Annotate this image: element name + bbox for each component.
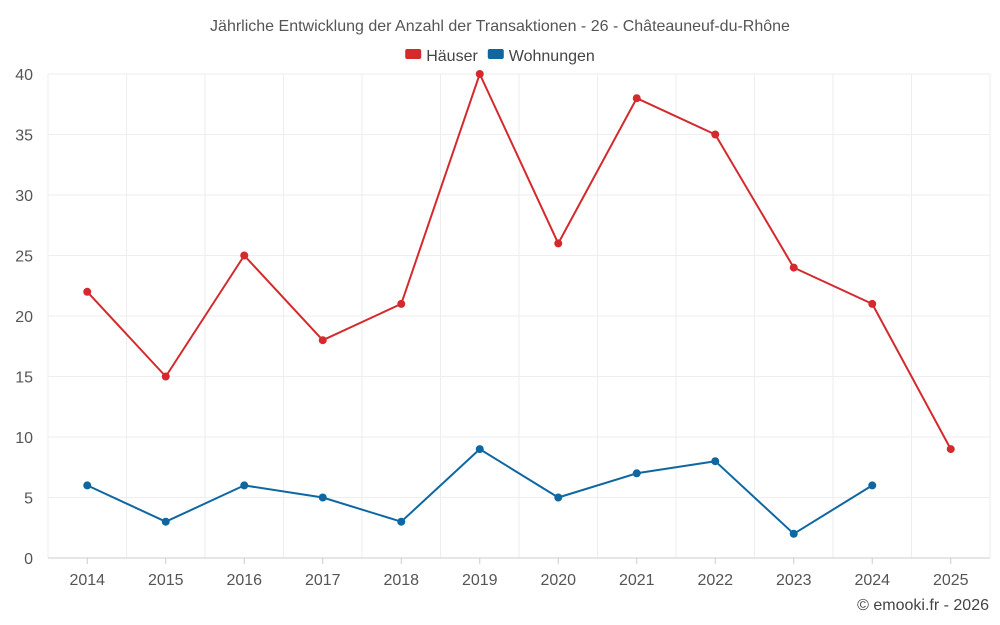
data-point[interactable] xyxy=(397,517,406,526)
data-point[interactable] xyxy=(711,457,720,466)
data-point[interactable] xyxy=(868,299,877,308)
data-point[interactable] xyxy=(711,130,720,139)
series-wohnungen xyxy=(83,445,877,538)
x-tick-label: 2019 xyxy=(462,572,498,589)
y-tick-label: 20 xyxy=(15,309,33,326)
data-point[interactable] xyxy=(161,372,170,381)
x-tick-label: 2021 xyxy=(619,572,655,589)
data-point[interactable] xyxy=(632,94,641,103)
data-point[interactable] xyxy=(240,481,249,490)
y-tick-label: 35 xyxy=(15,128,33,145)
legend: Häuser Wohnungen xyxy=(405,48,595,65)
credit-text: © emooki.fr - 2026 xyxy=(857,597,989,614)
series-line xyxy=(86,73,952,450)
x-tick-label: 2014 xyxy=(69,572,105,589)
legend-label: Häuser xyxy=(426,48,478,65)
x-tick-label: 2025 xyxy=(933,572,969,589)
x-tick-label: 2023 xyxy=(776,572,812,589)
y-tick-label: 10 xyxy=(15,430,33,447)
data-point[interactable] xyxy=(946,445,955,454)
x-tick-label: 2015 xyxy=(148,572,184,589)
data-point[interactable] xyxy=(318,493,327,502)
series-haeuser xyxy=(83,70,955,454)
chart-title: Jährliche Entwicklung der Anzahl der Tra… xyxy=(210,18,790,35)
x-tick-label: 2017 xyxy=(305,572,341,589)
y-tick-label: 0 xyxy=(24,551,33,568)
y-tick-label: 25 xyxy=(15,249,33,266)
x-tick-label: 2020 xyxy=(540,572,576,589)
grid xyxy=(47,73,991,558)
data-point[interactable] xyxy=(475,445,484,454)
legend-item[interactable]: Wohnungen xyxy=(487,48,595,65)
y-tick-label: 40 xyxy=(15,67,33,84)
data-point[interactable] xyxy=(161,517,170,526)
y-tick-label: 15 xyxy=(15,370,33,387)
data-point[interactable] xyxy=(397,299,406,308)
data-point[interactable] xyxy=(554,239,563,248)
data-point[interactable] xyxy=(789,529,798,538)
y-tick-label: 30 xyxy=(15,188,33,205)
data-point[interactable] xyxy=(632,469,641,478)
data-point[interactable] xyxy=(318,336,327,345)
x-tick-label: 2022 xyxy=(697,572,733,589)
series-layer xyxy=(83,70,955,538)
data-point[interactable] xyxy=(554,493,563,502)
legend-swatch xyxy=(405,49,422,59)
x-tick-label: 2018 xyxy=(383,572,419,589)
x-tick-label: 2016 xyxy=(226,572,262,589)
data-point[interactable] xyxy=(83,481,92,490)
legend-swatch xyxy=(487,49,504,59)
data-point[interactable] xyxy=(240,251,249,260)
data-point[interactable] xyxy=(868,481,877,490)
data-point[interactable] xyxy=(83,287,92,296)
x-tick-label: 2024 xyxy=(854,572,890,589)
legend-item[interactable]: Häuser xyxy=(405,48,478,65)
data-point[interactable] xyxy=(475,70,484,78)
legend-label: Wohnungen xyxy=(509,48,595,65)
data-point[interactable] xyxy=(789,263,798,272)
y-tick-label: 5 xyxy=(24,491,33,508)
